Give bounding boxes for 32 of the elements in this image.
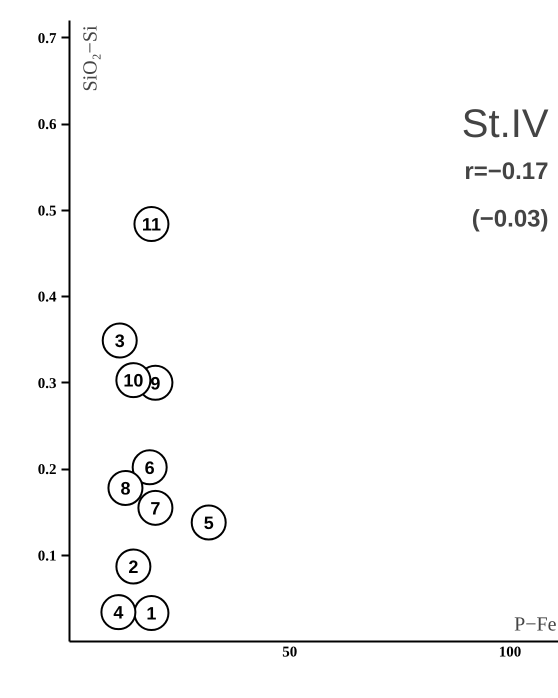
point [115,548,152,584]
y-tick-label: 0.6 [38,117,57,133]
annotation: 6 [144,458,155,478]
annotation: 2 [128,556,138,577]
y-tick-label: 0.1 [38,548,56,564]
point [137,490,174,526]
x-tick-label: 50 [282,644,298,660]
point [107,470,144,506]
annotation: 4 [113,602,124,623]
annotation: 7 [150,498,160,518]
annotation: 9 [150,373,160,394]
point [102,322,138,358]
annotation: (−0.03) [472,205,549,232]
y-axis-title: SiO₂−Si [80,25,102,92]
point [133,595,170,632]
y-tick-label: 0.2 [38,462,56,478]
x-axis-title: P−Fe [514,614,557,636]
annotation: St.IV [462,102,549,146]
annotation: 10 [123,370,144,391]
annotation: 5 [204,512,214,533]
y-tick-label: 0.7 [38,30,57,47]
y-tick-label: 0.3 [38,376,56,392]
annotation: 8 [120,478,130,498]
annotation: 11 [142,214,161,235]
y-tick-label: 0.5 [38,203,56,220]
y-tick-label: 0.4 [38,290,57,306]
annotation: 3 [114,330,125,351]
point [190,504,227,540]
point [100,594,136,630]
x-tick-label: 100 [498,644,522,660]
annotation: 1 [146,604,156,624]
annotation: r=−0.17 [464,158,549,185]
